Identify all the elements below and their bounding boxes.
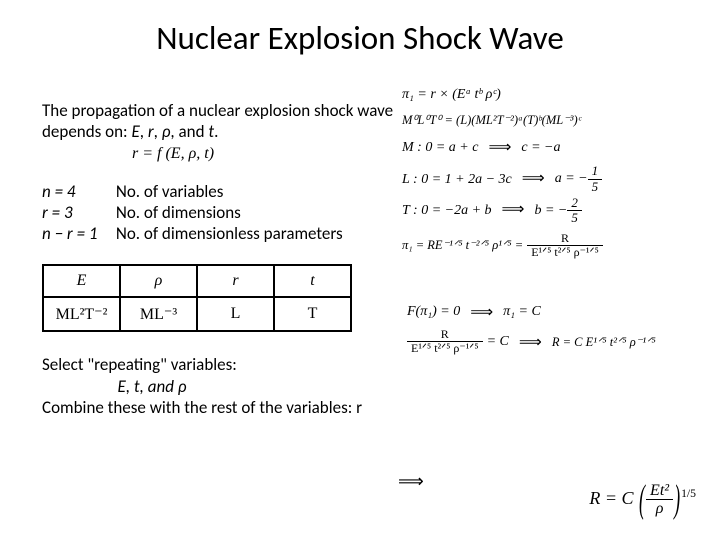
final-den: ρ [646, 500, 673, 518]
final-equation: R = C (Et²ρ)1/5 [589, 482, 696, 518]
eq-pi1b-num: R [527, 232, 603, 246]
eq-R: R E¹ᐟ⁵ t²ᐟ⁵ ρ⁻¹ᐟ⁵ = C ⟹ R = C E¹ᐟ⁵ t²ᐟ⁵ … [407, 328, 702, 355]
eq-M-rhs: c = −a [521, 135, 560, 160]
left-column: The propagation of a nuclear explosion s… [42, 100, 402, 418]
th-rho: ρ [120, 265, 197, 297]
eq-T-pre: b = − [534, 203, 567, 218]
page-title: Nuclear Explosion Shock Wave [0, 0, 720, 66]
final-exp: 1/5 [681, 487, 696, 500]
eq-Fpi-lhs: F(π₁) = 0 [407, 304, 460, 320]
right-column: π₁ = r × (Eᵃ tᵇ ρᶜ) M⁰L⁰T⁰ = (L)(ML²T⁻²)… [402, 82, 702, 261]
implication-block: F(π₁) = 0 ⟹ π₁ = C R E¹ᐟ⁵ t²ᐟ⁵ ρ⁻¹ᐟ⁵ = C… [407, 302, 702, 357]
r-dimensions-row: r = 3 No. of dimensions [42, 202, 402, 223]
eq-L-pre: a = − [555, 172, 588, 187]
eq-pi1b-den: E¹ᐟ⁵ t²ᐟ⁵ ρ⁻¹ᐟ⁵ [527, 246, 603, 259]
n-label: n = 4 [42, 181, 112, 202]
n-text: No. of variables [116, 181, 224, 202]
td-t: T [274, 297, 351, 331]
paren-icon: ( [639, 477, 645, 523]
eq-Fpi: F(π₁) = 0 ⟹ π₁ = C [407, 302, 702, 322]
eq-L: L : 0 = 1 + 2a − 3c ⟹ a = −15 [402, 164, 702, 194]
eq-L-lhs: L : 0 = 1 + 2a − 3c [402, 167, 512, 192]
r-label: r = 3 [42, 202, 112, 223]
eq-R-rhs: R = C E¹ᐟ⁵ t²ᐟ⁵ ρ⁻¹ᐟ⁵ [552, 334, 656, 350]
paren-icon: ) [674, 477, 680, 523]
eq-dims-text: M⁰L⁰T⁰ = (L)(ML²T⁻²)ᵃ(T)ᵇ(ML⁻³)ᶜ [402, 109, 581, 132]
select-line-1: Select "repeating" variables: [42, 354, 402, 375]
eq-Fpi-rhs: π₁ = C [503, 304, 541, 320]
function-equation: r = f (E, ρ, t) [132, 145, 402, 163]
arrow-icon: ⟹ [522, 165, 545, 194]
eq-pi1b-lhs: π₁ = RE⁻¹ᐟ⁵ t⁻²ᐟ⁵ ρ¹ᐟ⁵ = [402, 234, 523, 257]
eq-M-lhs: M : 0 = a + c [402, 135, 478, 160]
eq-M: M : 0 = a + c ⟹ c = −a [402, 134, 702, 163]
diff-label: n − r = 1 [42, 223, 112, 244]
arrow-icon: ⟹ [502, 196, 525, 225]
diff-row: n − r = 1 No. of dimensionless parameter… [42, 223, 402, 244]
eq-L-rhs: a = −15 [555, 164, 602, 194]
eq-pi1: π₁ = r × (Eᵃ tᵇ ρᶜ) [402, 82, 702, 107]
eq-T-num: 2 [567, 196, 582, 211]
arrow-icon: ⟹ [488, 134, 511, 163]
eq-L-den: 5 [588, 180, 603, 194]
select-text: Select "repeating" variables: E, t, and … [42, 354, 402, 418]
eq-L-num: 1 [588, 164, 603, 179]
select-line-2: E, t, and ρ [42, 376, 262, 397]
final-lhs: R = C [589, 488, 633, 508]
eq-pi1b: π₁ = RE⁻¹ᐟ⁵ t⁻²ᐟ⁵ ρ¹ᐟ⁵ = R E¹ᐟ⁵ t²ᐟ⁵ ρ⁻¹… [402, 232, 702, 259]
eq-T: T : 0 = −2a + b ⟹ b = −25 [402, 196, 702, 226]
eq-pi1-text: π₁ = r × (Eᵃ tᵇ ρᶜ) [402, 82, 501, 107]
td-r: L [197, 297, 274, 331]
eq-T-lhs: T : 0 = −2a + b [402, 198, 492, 223]
select-line-3: Combine these with the rest of the varia… [42, 397, 402, 418]
td-rho: ML⁻³ [120, 297, 197, 331]
eq-R-den: E¹ᐟ⁵ t²ᐟ⁵ ρ⁻¹ᐟ⁵ [407, 342, 483, 355]
dimensions-table: E ρ r t ML²T⁻² ML⁻³ L T [42, 264, 352, 332]
n-variables-row: n = 4 No. of variables [42, 181, 402, 202]
th-r: r [197, 265, 274, 297]
diff-text: No. of dimensionless parameters [116, 223, 343, 244]
eq-R-num: R [407, 328, 483, 342]
final-num: Et² [646, 482, 673, 501]
r-text: No. of dimensions [116, 202, 241, 223]
arrow-icon: ⟹ [519, 332, 542, 352]
eq-R-mid: = C [487, 334, 509, 350]
table-row: ML²T⁻² ML⁻³ L T [43, 297, 351, 331]
eq-T-den: 5 [567, 211, 582, 225]
arrow-icon: ⟹ [470, 302, 493, 322]
td-E: ML²T⁻² [43, 297, 120, 331]
eq-dims: M⁰L⁰T⁰ = (L)(ML²T⁻²)ᵃ(T)ᵇ(ML⁻³)ᶜ [402, 109, 702, 132]
eq-T-rhs: b = −25 [534, 196, 581, 226]
table-row: E ρ r t [43, 265, 351, 297]
arrow-icon: ⟹ [398, 470, 424, 492]
th-t: t [274, 265, 351, 297]
intro-text: The propagation of a nuclear explosion s… [42, 100, 402, 143]
th-E: E [43, 265, 120, 297]
